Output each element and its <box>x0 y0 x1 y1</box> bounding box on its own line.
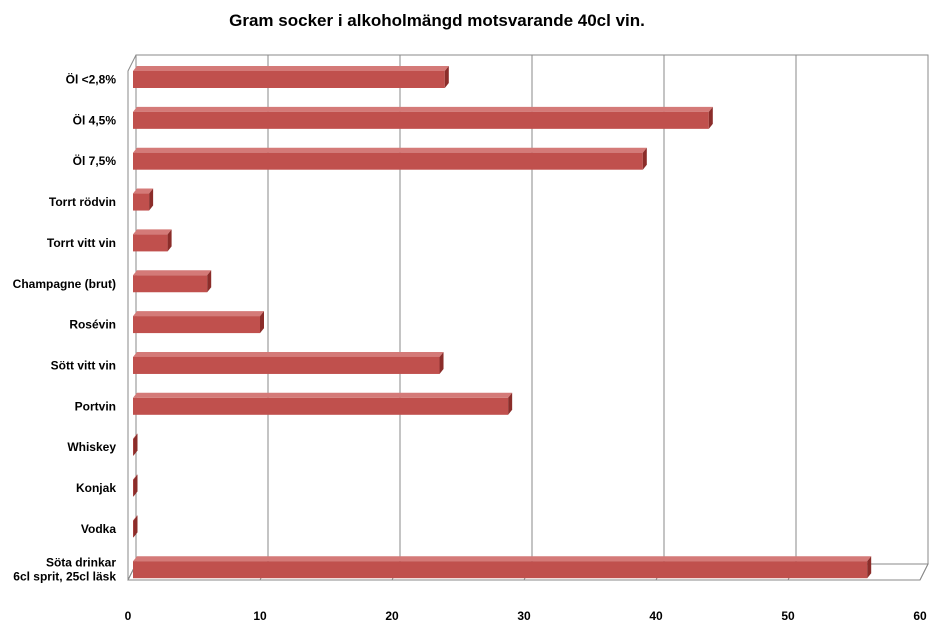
bar <box>133 515 138 538</box>
bar-top-face <box>133 147 647 153</box>
bar-top-face <box>133 556 872 562</box>
bar-top-face <box>133 433 138 439</box>
bar-side-face <box>133 474 138 497</box>
category-label: Rosévin <box>69 318 116 332</box>
bar-front-face <box>133 193 150 211</box>
x-tick-label: 40 <box>649 609 663 623</box>
bar-side-face <box>149 188 154 211</box>
category-label: Öl <2,8% <box>66 72 117 87</box>
category-label: Söta drinkar <box>46 556 116 570</box>
bar-side-face <box>133 433 138 456</box>
bar-side-face <box>439 351 444 374</box>
bar-top-face <box>133 351 444 357</box>
bar-side-face <box>444 66 449 88</box>
bar-top-face <box>133 515 138 521</box>
bar-front-face <box>133 152 643 170</box>
bar <box>133 66 449 88</box>
bar-front-face <box>133 479 134 497</box>
category-label: Champagne (brut) <box>13 277 116 291</box>
bar <box>133 556 872 579</box>
bar-side-face <box>133 515 138 538</box>
bar-front-face <box>133 561 868 579</box>
bar <box>133 106 713 129</box>
bar-top-face <box>133 66 449 71</box>
bar-front-face <box>133 397 509 415</box>
bar-side-face <box>642 147 647 170</box>
bar-top-face <box>133 229 172 235</box>
bar-side-face <box>167 229 172 252</box>
bar <box>133 270 212 293</box>
x-tick-label: 10 <box>253 609 267 623</box>
bar <box>133 392 513 415</box>
x-tick-label: 60 <box>913 609 927 623</box>
x-tick-label: 30 <box>517 609 531 623</box>
bar-front-face <box>133 438 134 456</box>
bar <box>133 311 264 334</box>
category-label: Torrt rödvin <box>49 195 116 209</box>
bar-front-face <box>133 71 445 88</box>
bar-front-face <box>133 520 134 538</box>
category-label: Öl 7,5% <box>73 153 117 168</box>
bar-side-face <box>260 311 264 334</box>
bar-side-face <box>708 106 713 129</box>
x-tick-label: 20 <box>385 609 399 623</box>
bar-top-face <box>133 474 138 480</box>
bar-front-face <box>133 356 440 374</box>
category-label: Vodka <box>81 522 116 536</box>
bar <box>133 433 138 456</box>
category-label: Whiskey <box>67 440 116 454</box>
bar <box>133 147 647 170</box>
bar-top-face <box>133 270 212 276</box>
bar <box>133 474 138 497</box>
bar-front-face <box>133 234 168 252</box>
bar-top-face <box>133 311 264 317</box>
bar <box>133 188 154 211</box>
bar-side-face <box>508 392 513 415</box>
x-tick-label: 0 <box>125 609 132 623</box>
bar-top-face <box>133 188 154 194</box>
category-label: Torrt vitt vin <box>47 236 116 250</box>
chart-title: Gram socker i alkoholmängd motsvarande 4… <box>229 11 645 30</box>
bar <box>133 351 444 374</box>
category-label: Portvin <box>75 399 116 413</box>
bar-top-face <box>133 106 713 112</box>
x-tick-label: 50 <box>781 609 795 623</box>
bar-side-face <box>867 556 872 579</box>
bar <box>133 229 172 252</box>
bar-front-face <box>133 111 709 129</box>
gridline-floor <box>919 563 929 581</box>
category-label: 6cl sprit, 25cl läsk <box>13 570 116 584</box>
bar-front-face <box>133 316 260 334</box>
bar-front-face <box>133 275 208 293</box>
bar-top-face <box>133 392 513 398</box>
category-label: Sött vitt vin <box>51 358 116 372</box>
category-label: Konjak <box>76 481 116 495</box>
bar-side-face <box>207 270 212 293</box>
category-label: Öl 4,5% <box>73 112 117 127</box>
